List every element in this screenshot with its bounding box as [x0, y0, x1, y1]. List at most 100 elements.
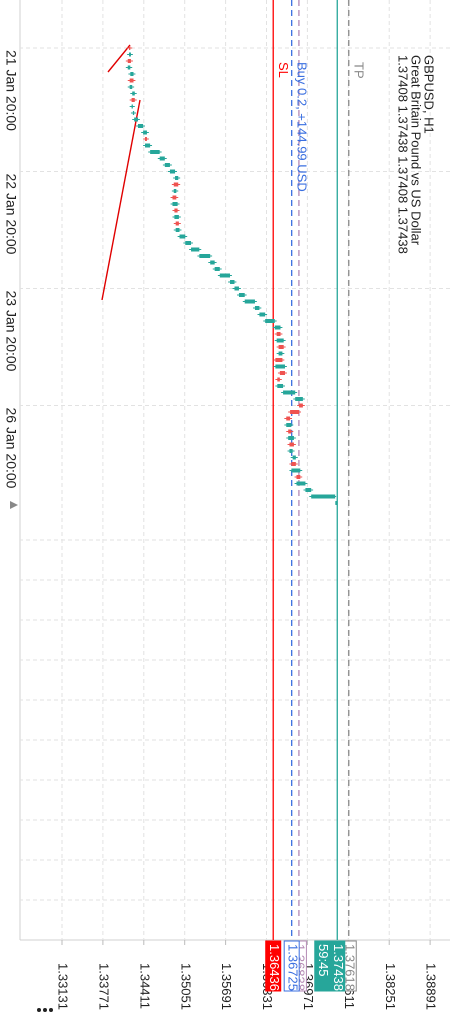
candle-body — [275, 358, 283, 362]
candle-body — [210, 260, 215, 265]
candle-body — [276, 338, 284, 343]
candle-body — [230, 280, 235, 284]
candle-body — [129, 46, 131, 50]
candle-body — [134, 117, 138, 122]
candle-body — [174, 208, 178, 213]
candle-body — [286, 416, 291, 421]
candle-body — [191, 247, 200, 252]
candle-body — [137, 124, 144, 128]
candle-body — [214, 267, 220, 271]
candle-body — [289, 449, 293, 453]
y-tick-label: 1.34411 — [137, 963, 152, 1009]
candle-body — [132, 91, 135, 96]
candle-body — [259, 312, 266, 317]
candle-body — [244, 299, 255, 304]
candle-body — [234, 286, 239, 291]
candle-body — [127, 65, 131, 70]
candle-body — [276, 332, 281, 336]
candle-body — [129, 78, 134, 83]
candle-body — [274, 325, 281, 330]
y-tick-label: 1.33771 — [96, 963, 111, 1010]
candle-body — [175, 221, 179, 226]
candle-body — [185, 241, 192, 245]
candle-body — [175, 176, 179, 180]
candle-body — [288, 429, 292, 434]
candle-body — [296, 481, 306, 486]
level-name: Buy 0.2, +144.99 USD — [294, 62, 309, 192]
price-tag — [314, 940, 346, 992]
candle-body — [286, 423, 292, 427]
candle-body — [238, 293, 245, 297]
x-tick-label: 23 Jan 20:00 — [3, 291, 19, 372]
candle-body — [311, 494, 336, 499]
candle-body — [275, 364, 285, 369]
price-tag-label: 1.37438 — [331, 944, 346, 991]
candle-body — [145, 137, 147, 141]
candle-body — [279, 371, 285, 375]
candle-body — [199, 254, 211, 258]
y-tick-label: 1.35051 — [178, 963, 193, 1010]
candle-body — [289, 442, 294, 447]
y-tick-label: 1.38251 — [383, 963, 398, 1010]
candle-body — [219, 273, 231, 278]
candle-body — [175, 228, 180, 232]
trend-line — [101, 99, 141, 301]
grid — [20, 0, 450, 945]
candle-body — [129, 52, 131, 57]
labels: 1.331311.337711.344111.350511.356911.363… — [3, 50, 438, 1010]
candles — [125, 46, 338, 505]
candle-body — [278, 351, 283, 356]
menu-dot — [43, 1008, 47, 1012]
candle-body — [277, 384, 284, 388]
candle-body — [159, 156, 165, 161]
candle-body — [299, 403, 303, 408]
candle-body — [277, 377, 280, 382]
candle-body — [172, 195, 177, 200]
y-tick-label: 1.33131 — [56, 963, 71, 1010]
candle-body — [143, 130, 147, 135]
ohlc-values: 1.37408 1.37438 1.37408 1.37438 — [396, 55, 411, 254]
candle-body — [283, 390, 296, 395]
candle-body — [265, 319, 275, 323]
menu-dot — [49, 1008, 53, 1012]
candle-body — [132, 111, 135, 115]
price-tag — [283, 940, 300, 992]
candle-body — [172, 202, 178, 206]
menu-button[interactable] — [37, 1008, 53, 1012]
candle-body — [127, 59, 131, 63]
candle-body — [305, 488, 312, 492]
candle-body — [173, 182, 179, 187]
candle-body — [179, 234, 186, 239]
x-tick-label: 26 Jan 20:00 — [3, 408, 19, 489]
candle-body — [295, 397, 303, 401]
y-tick-label: 1.38891 — [424, 963, 439, 1010]
candle-body — [129, 85, 133, 89]
candle-body — [291, 468, 301, 473]
candle-body — [174, 215, 179, 219]
level-name: SL — [276, 62, 291, 78]
candle-body — [150, 150, 160, 154]
candle-body — [278, 345, 284, 349]
candle-body — [145, 143, 151, 148]
symbol-title: GBPUSD, H1 — [422, 55, 437, 134]
countdown: 59:45 — [316, 944, 331, 977]
trend-line — [107, 44, 131, 73]
candle-body — [290, 410, 300, 414]
menu-dot — [37, 1008, 41, 1012]
current-time-marker — [10, 501, 18, 509]
candle-body — [335, 501, 338, 505]
candle-body — [173, 189, 177, 193]
level-name: TP — [351, 62, 366, 79]
symbol-description: Great Britain Pound vs US Dollar — [409, 55, 424, 246]
price-tag-label: 1.37618 — [342, 944, 357, 991]
price-tag-label: 1.36725 — [285, 944, 300, 991]
candle-body — [288, 436, 294, 440]
price-tag-label: 1.36436 — [267, 944, 282, 991]
candle-body — [130, 72, 134, 76]
price-tag — [265, 940, 282, 992]
candle-body — [254, 306, 260, 310]
candle-body — [292, 455, 296, 460]
